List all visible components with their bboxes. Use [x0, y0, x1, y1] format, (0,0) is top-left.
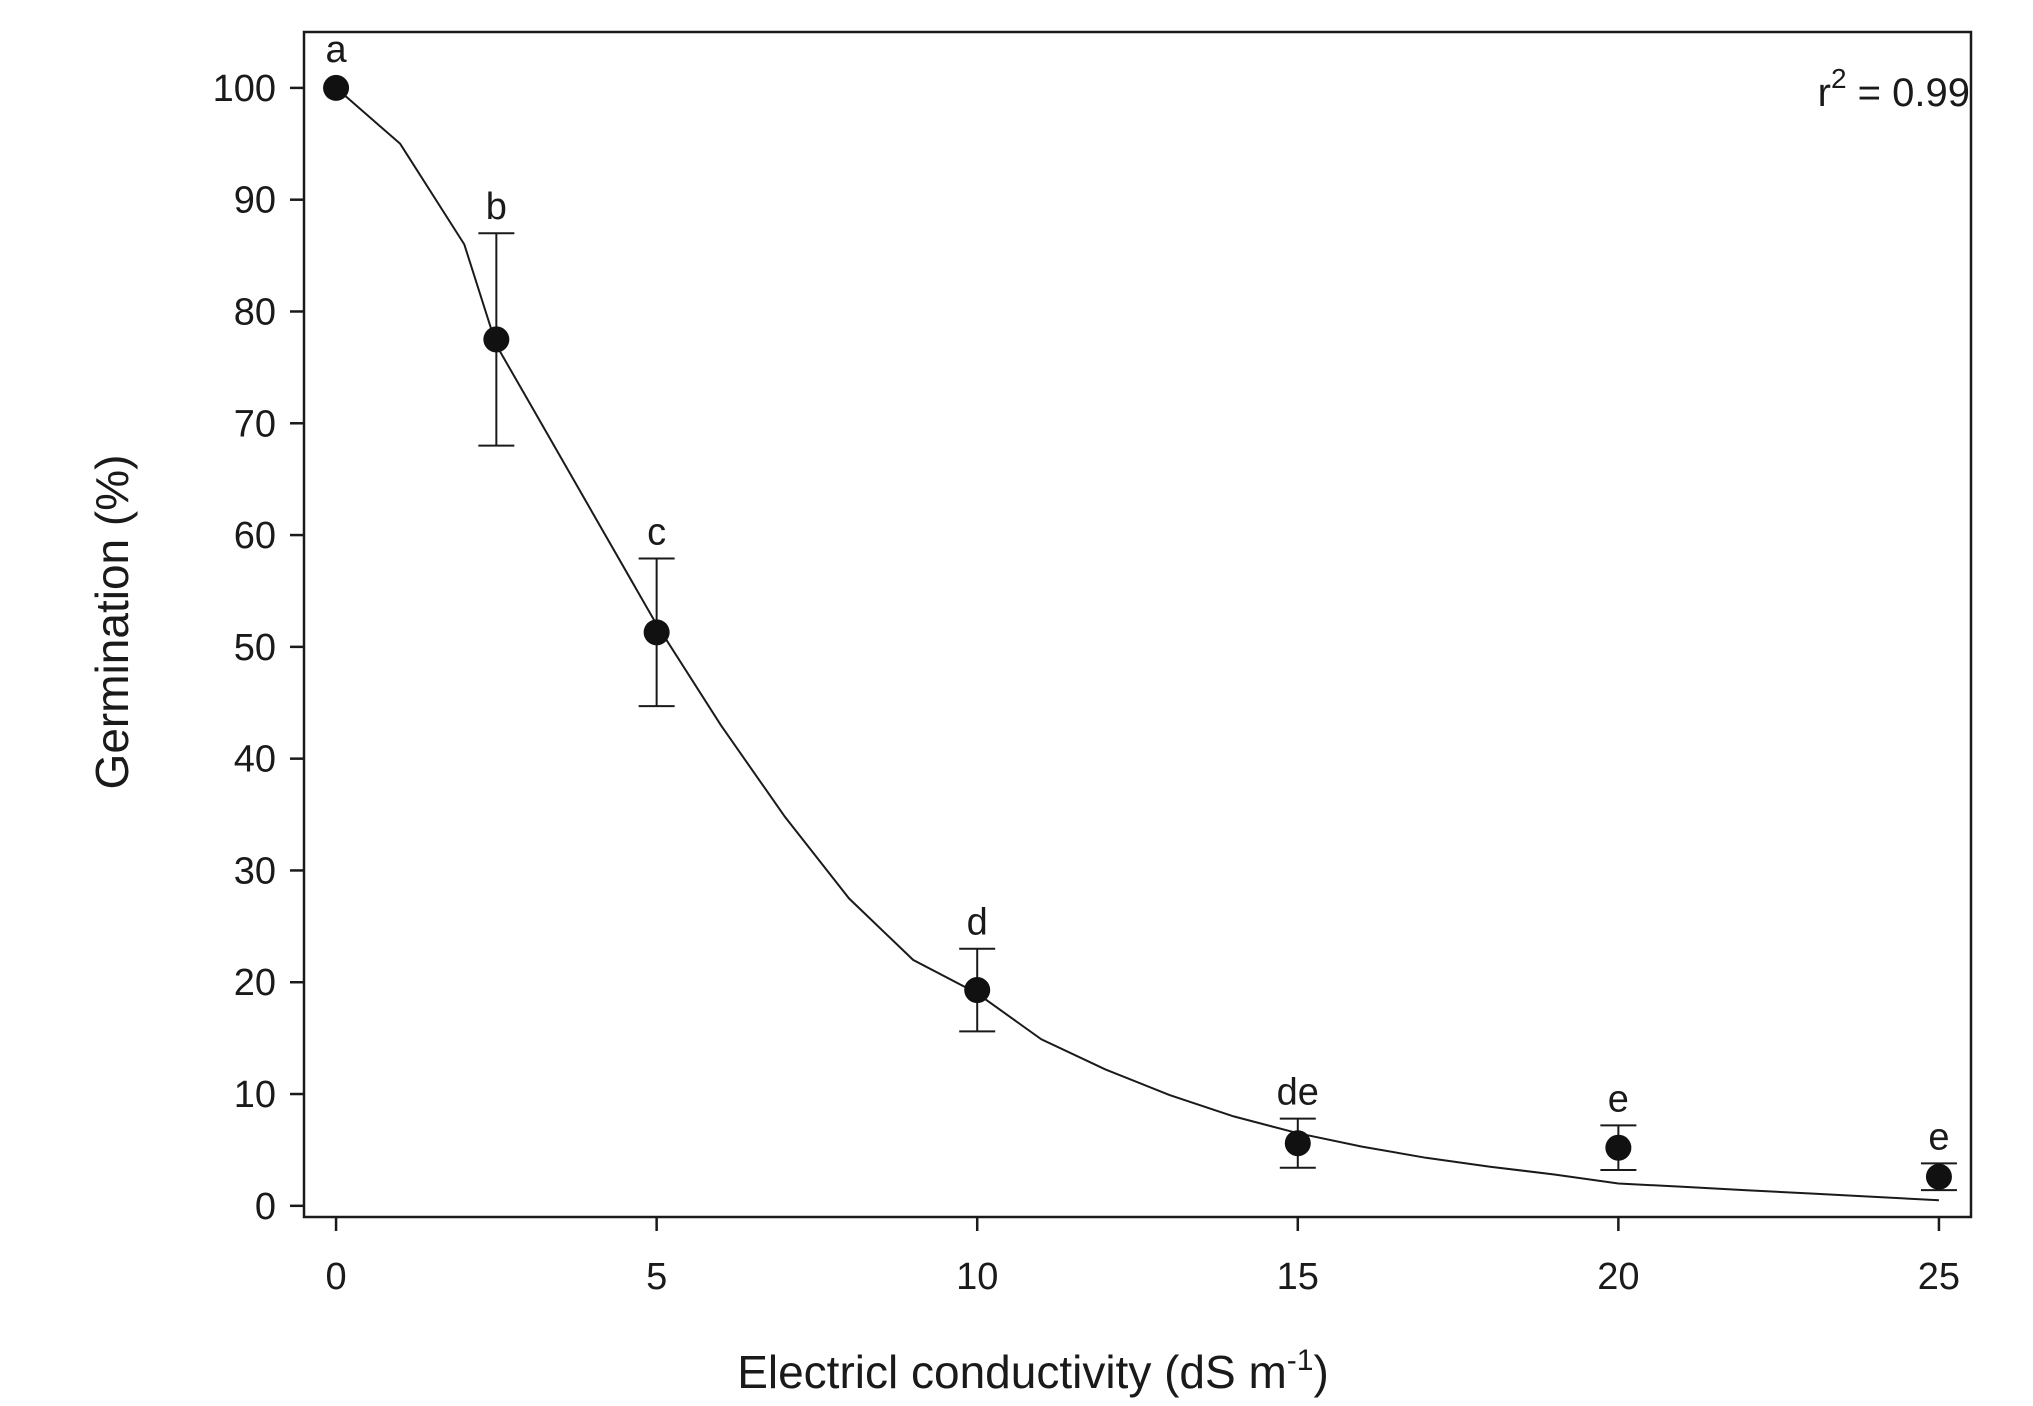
y-axis-title: Germination (%): [86, 455, 138, 790]
y-axis: 0 10 20 30 40 50 60 70 80 90 100: [213, 68, 304, 1228]
fit-curve: [335, 87, 1939, 1202]
x-tick-label: 15: [1277, 1256, 1319, 1298]
significance-label: b: [486, 186, 507, 228]
y-tick-label: 100: [213, 68, 276, 110]
significance-label: de: [1277, 1072, 1319, 1114]
significance-label: e: [1928, 1116, 1949, 1158]
x-axis-title: Electricl conductivity (dS m-1): [737, 1344, 1329, 1398]
significance-label: d: [967, 902, 988, 944]
significance-label: e: [1608, 1078, 1629, 1120]
data-point: [1925, 1163, 1952, 1190]
significance-label: c: [647, 512, 666, 554]
data-point: [964, 977, 991, 1004]
data-point: [323, 74, 350, 101]
significance-label: a: [325, 29, 347, 71]
r-squared-annotation: r2 = 0.99: [1818, 63, 1970, 115]
x-tick-label: 0: [325, 1256, 346, 1298]
y-tick-label: 20: [234, 962, 276, 1004]
y-tick-label: 40: [234, 739, 276, 781]
y-tick-label: 90: [234, 180, 276, 222]
y-tick-label: 80: [234, 291, 276, 333]
x-axis-title-superscript: -1: [1287, 1344, 1314, 1377]
data-point: [1605, 1134, 1632, 1161]
r-squared-base: r: [1818, 71, 1831, 115]
data-point: [1284, 1130, 1311, 1157]
r-squared-value: = 0.99: [1847, 71, 1970, 115]
y-tick-label: 50: [234, 627, 276, 669]
x-axis: 0 5 10 15 20 25: [325, 1217, 1960, 1298]
x-axis-title-suffix: ): [1313, 1346, 1328, 1398]
data-points: a b c d de e e: [323, 29, 1957, 1192]
x-axis-title-main: Electricl conductivity (dS m: [737, 1346, 1287, 1398]
x-tick-label: 10: [956, 1256, 998, 1298]
r-squared-superscript: 2: [1831, 63, 1847, 94]
x-tick-label: 25: [1918, 1256, 1960, 1298]
y-tick-label: 10: [234, 1074, 276, 1116]
y-tick-label: 70: [234, 403, 276, 445]
x-tick-label: 20: [1597, 1256, 1639, 1298]
data-point: [643, 619, 670, 646]
y-tick-label: 60: [234, 515, 276, 557]
y-tick-label: 30: [234, 850, 276, 892]
x-tick-label: 5: [646, 1256, 667, 1298]
plot-frame: [302, 30, 1973, 1219]
y-tick-label: 0: [255, 1186, 276, 1228]
data-point: [483, 326, 510, 353]
